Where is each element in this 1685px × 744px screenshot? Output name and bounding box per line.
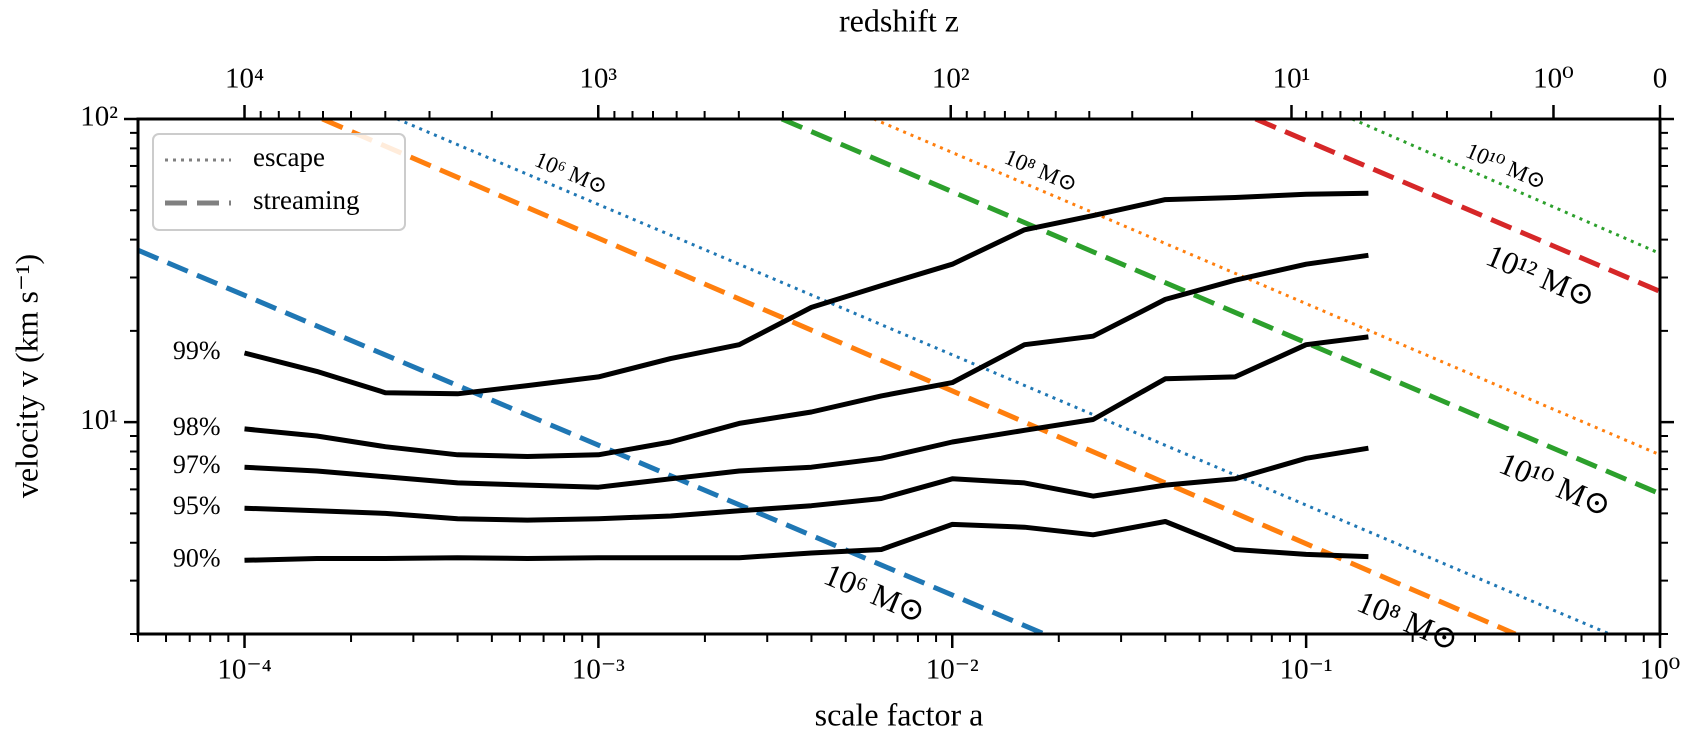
x-tick-label: 10⁻² <box>926 654 979 686</box>
x-tick-label: 10⁻¹ <box>1280 654 1333 686</box>
top-tick-label: 10² <box>932 63 970 95</box>
line <box>396 119 1611 634</box>
line <box>244 252 1369 459</box>
line <box>244 334 1369 490</box>
line <box>244 445 1369 523</box>
y-axis-label: velocity v (km s⁻¹) <box>8 254 44 498</box>
top-tick-label: 0 <box>1653 63 1668 95</box>
line <box>1351 119 1660 255</box>
series-label: 10⁶ M⊙ <box>531 147 611 200</box>
top-tick-label: 10⁴ <box>225 63 264 95</box>
y-tick-label: 10² <box>80 101 118 133</box>
top-tick-label: 10¹ <box>1273 63 1311 95</box>
line <box>138 247 1046 634</box>
series-label: 10¹⁰ M⊙ <box>1462 138 1550 195</box>
series-label: 98% <box>173 412 221 441</box>
series-label: 95% <box>173 491 221 520</box>
x-axis-label: scale factor a <box>815 696 984 732</box>
line <box>321 119 1517 634</box>
series-label: 10⁸ M⊙ <box>1352 583 1464 658</box>
top-tick-label: 10⁰ <box>1533 63 1574 95</box>
series-label: 10¹⁰ M⊙ <box>1494 445 1616 524</box>
series-label: 10⁶ M⊙ <box>819 556 931 631</box>
legend-label: escape <box>253 142 325 172</box>
series-label: 99% <box>173 336 221 365</box>
series-label: 90% <box>173 543 221 572</box>
series-label: 10¹² M⊙ <box>1481 237 1600 315</box>
series-label: 97% <box>173 450 221 479</box>
x-tick-label: 10⁻⁴ <box>217 654 271 686</box>
plot-area <box>138 119 1660 634</box>
top-axis-label: redshift z <box>839 2 959 38</box>
line <box>243 190 1369 397</box>
top-tick-label: 10³ <box>579 63 617 95</box>
plot-frame <box>136 117 1662 636</box>
line <box>873 119 1660 457</box>
y-tick-label: 10¹ <box>80 404 118 436</box>
line <box>1254 119 1660 294</box>
legend-label: streaming <box>253 185 359 215</box>
line <box>244 519 1369 563</box>
x-tick-label: 10⁰ <box>1640 654 1681 686</box>
series-label: 10⁸ M⊙ <box>1001 144 1081 197</box>
x-tick-label: 10⁻³ <box>572 654 625 686</box>
legend-box <box>152 133 406 231</box>
